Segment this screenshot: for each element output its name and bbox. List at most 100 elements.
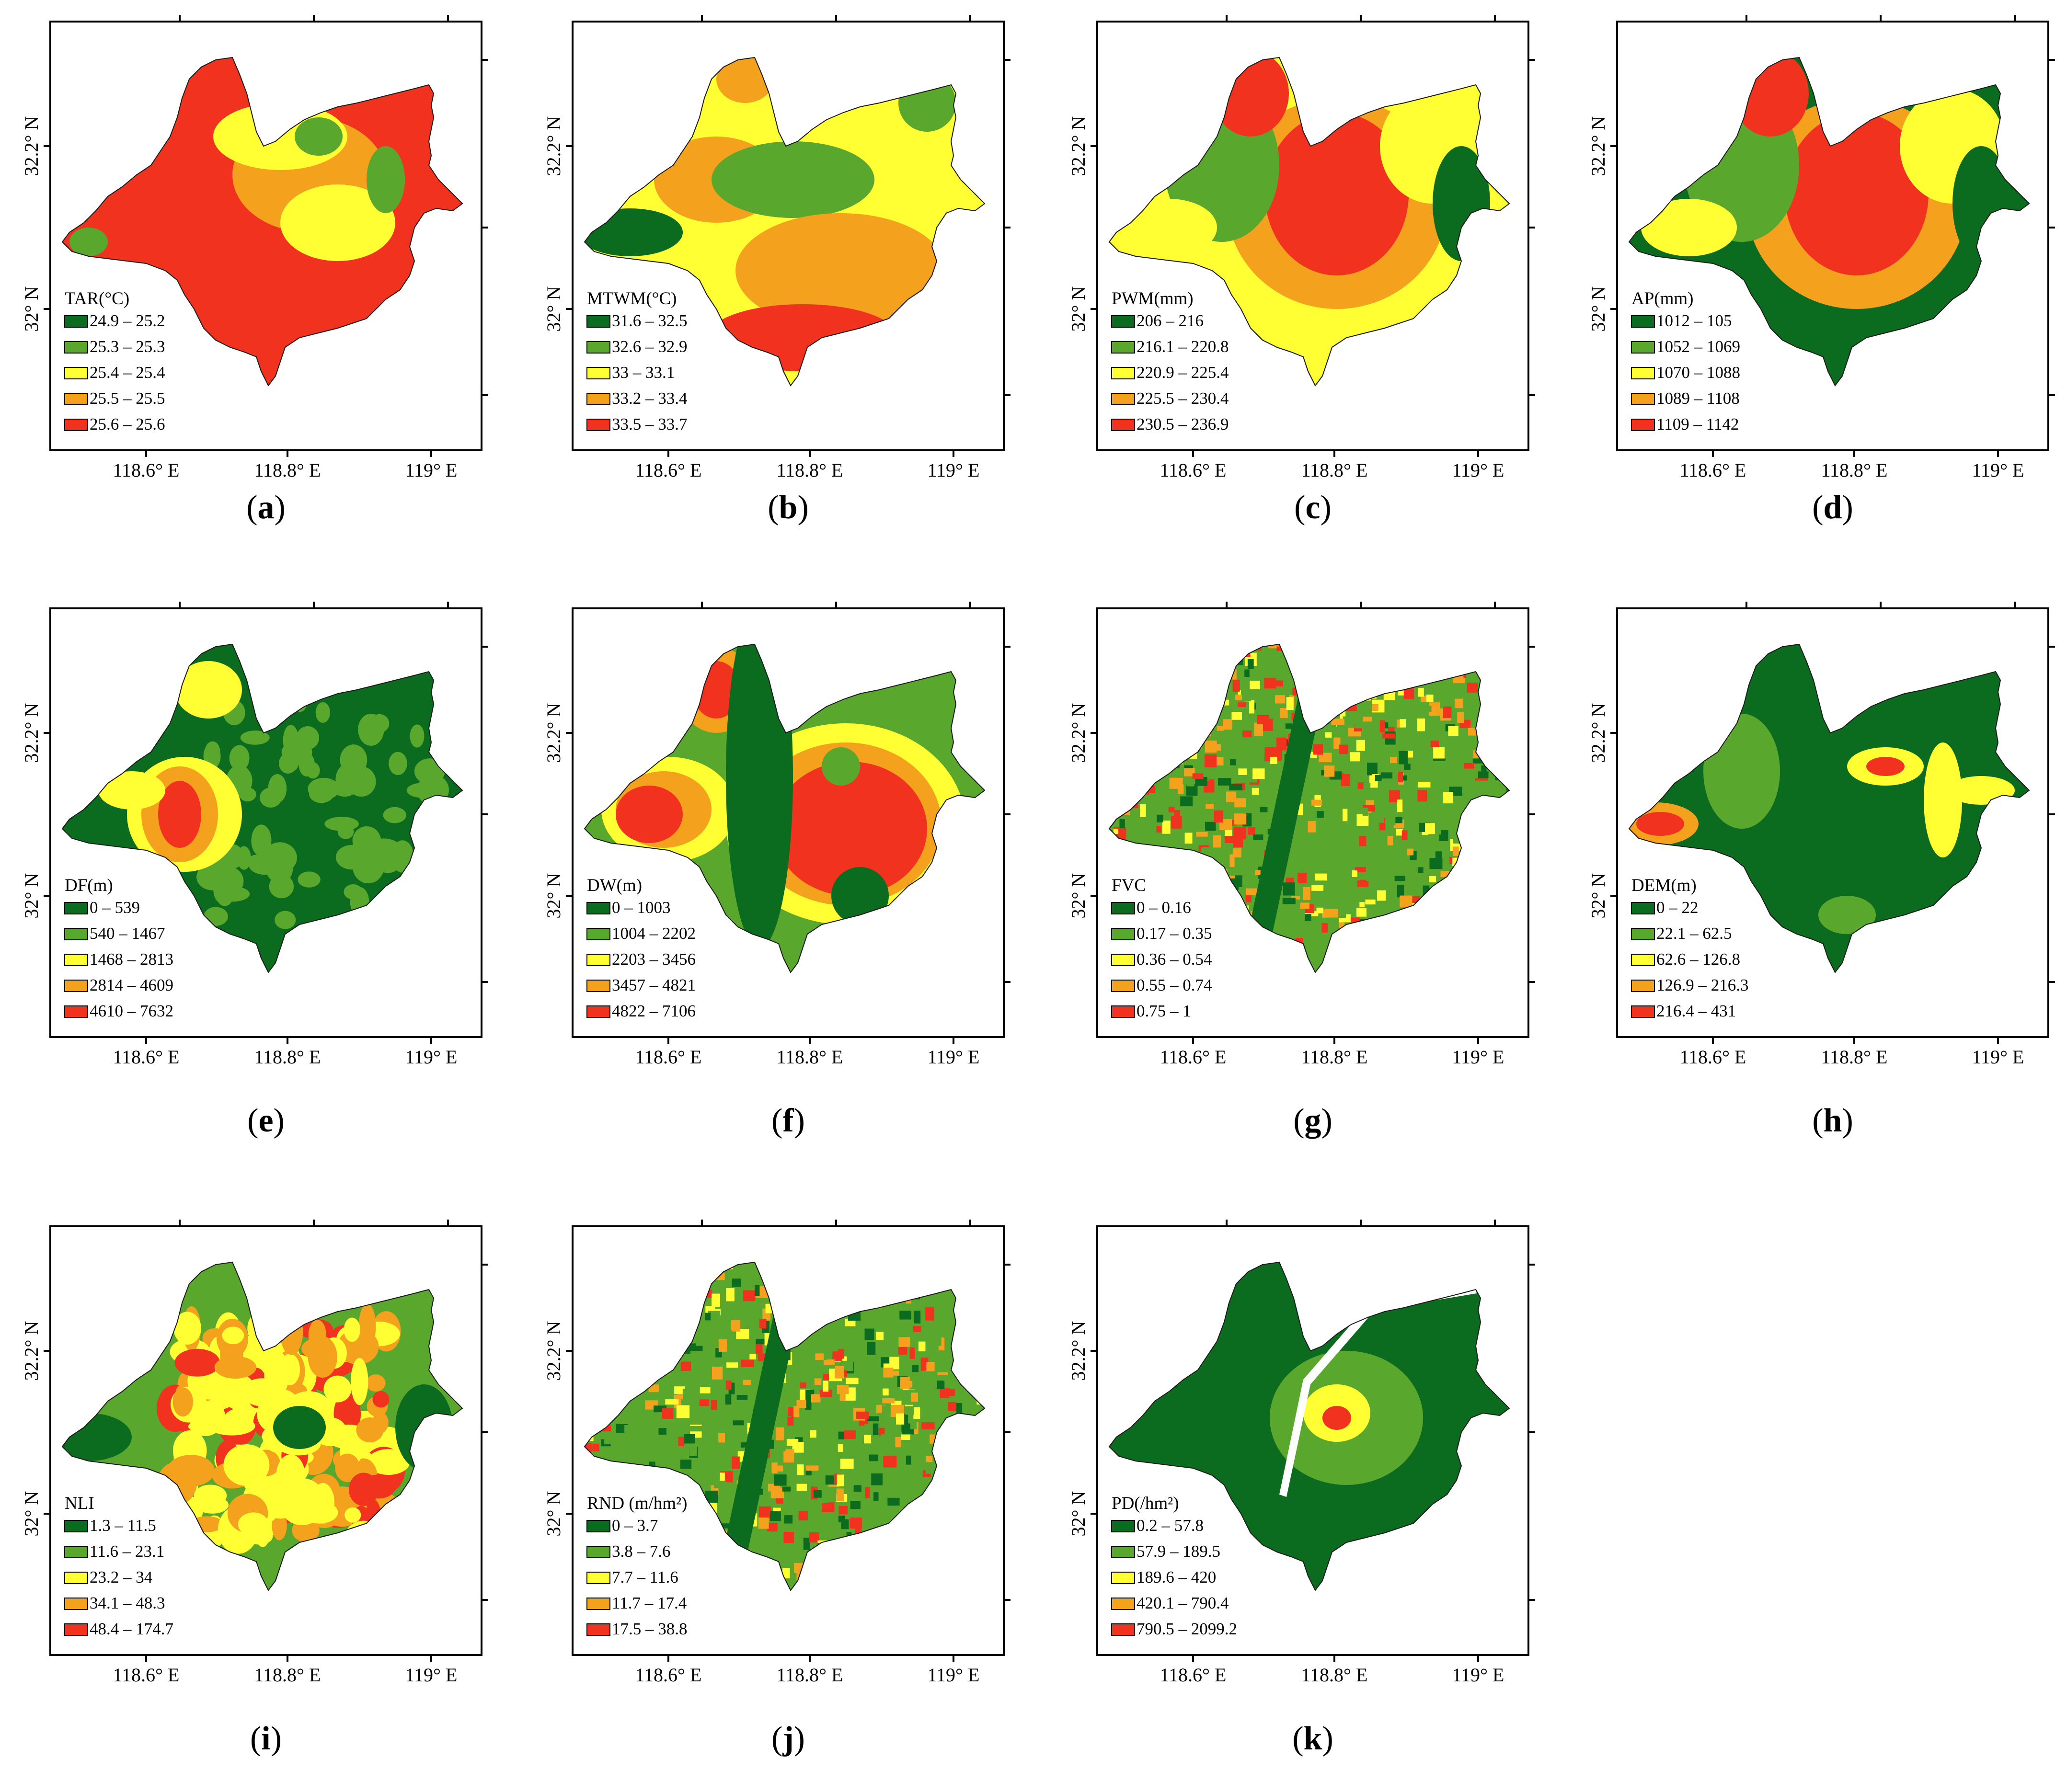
legend-entry-4: 2814 – 4609 — [90, 976, 173, 994]
legend-swatch-1 — [1631, 315, 1655, 328]
panel-caption-a: (a) — [246, 489, 286, 526]
lon-tick-label: 118.6° E — [113, 459, 180, 481]
panel-caption-k: (k) — [1292, 1720, 1333, 1757]
legend-swatch-2 — [64, 928, 88, 940]
legend-entry-3: 220.9 – 225.4 — [1137, 363, 1229, 382]
legend-entry-5: 0.75 – 1 — [1137, 1002, 1191, 1020]
legend-swatch-1 — [64, 1520, 88, 1532]
legend-entry-1: 1012 – 105 — [1656, 311, 1732, 330]
legend-entry-5: 4610 – 7632 — [90, 1002, 173, 1020]
lon-tick-label: 118.8° E — [1821, 1046, 1888, 1068]
legend-title: PD(/hm²) — [1112, 1494, 1179, 1513]
study-area-outline — [61, 57, 463, 387]
legend: NLI 1.3 – 11.5 11.6 – 23.1 23.2 – 34 34.1 – … — [64, 1494, 173, 1638]
map-panel-g: 118.6° E 118.8° E 119° E 32.2° N 32° N FVC 0 –… — [1068, 602, 1535, 1068]
legend-title: TAR(°C) — [65, 289, 129, 308]
lat-tick-label: 32.2° N — [1587, 703, 1609, 763]
legend-entry-5: 25.6 – 25.6 — [90, 415, 165, 434]
lon-tick-label: 118.8° E — [254, 1664, 321, 1686]
legend-entry-2: 57.9 – 189.5 — [1137, 1542, 1220, 1561]
raster-layer — [1109, 57, 1509, 386]
legend-swatch-4 — [64, 393, 88, 405]
lat-tick-label: 32° N — [21, 873, 42, 919]
legend-entry-4: 420.1 – 790.4 — [1137, 1594, 1229, 1612]
legend-entry-5: 1109 – 1142 — [1656, 415, 1739, 434]
legend-entry-4: 33.2 – 33.4 — [612, 389, 688, 408]
legend-entry-5: 48.4 – 174.7 — [90, 1620, 173, 1638]
map-panel-e: 118.6° E 118.8° E 119° E 32.2° N 32° N DF(m) 0… — [21, 602, 488, 1068]
legend-entry-4: 3457 – 4821 — [612, 976, 696, 994]
legend-swatch-1 — [1111, 315, 1135, 328]
lat-tick-label: 32.2° N — [1068, 116, 1089, 176]
legend-swatch-3 — [64, 954, 88, 966]
legend: TAR(°C) 24.9 – 25.2 25.3 – 25.3 25.4 – 25.4… — [64, 289, 165, 434]
lon-tick-label: 118.6° E — [635, 459, 702, 481]
lat-tick-label: 32.2° N — [21, 703, 42, 763]
lat-tick-label: 32° N — [21, 286, 42, 332]
map-panel-j: 118.6° E 118.8° E 119° E 32.2° N 32° N RND (m… — [543, 1220, 1011, 1686]
map-panel-d: 118.6° E 118.8° E 119° E 32.2° N 32° N AP(mm)… — [1587, 15, 2055, 481]
legend: DF(m) 0 – 539 540 – 1467 1468 – 2813 2814 – … — [64, 876, 173, 1020]
legend: MTWM(°C) 31.6 – 32.5 32.6 – 32.9 33 – 33.1 3… — [586, 289, 688, 434]
lat-tick-label: 32° N — [21, 1491, 42, 1537]
lat-tick-label: 32.2° N — [21, 1321, 42, 1381]
map-panel-f: 118.6° E 118.8° E 119° E 32.2° N 32° N DW(m) 0… — [543, 602, 1011, 1068]
legend-entry-1: 0 – 1003 — [612, 898, 671, 917]
legend: FVC 0 – 0.16 0.17 – 0.35 0.36 – 0.54 0.55 – … — [1111, 876, 1212, 1020]
legend-entry-4: 25.5 – 25.5 — [90, 389, 165, 408]
legend-entry-2: 22.1 – 62.5 — [1656, 924, 1732, 943]
legend-entry-1: 0.2 – 57.8 — [1137, 1516, 1204, 1535]
legend: DEM(m) 0 – 22 22.1 – 62.5 62.6 – 126.8 126.9… — [1631, 876, 1749, 1020]
lon-tick-label: 119° E — [1452, 1046, 1504, 1068]
map-panel-i: 118.6° E 118.8° E 119° E 32.2° N 32° N NLI 1.3… — [21, 1220, 488, 1686]
legend-entry-3: 1070 – 1088 — [1656, 363, 1740, 382]
legend-swatch-2 — [1631, 928, 1655, 940]
legend-entry-3: 1468 – 2813 — [90, 950, 173, 969]
lat-tick-label: 32.2° N — [1068, 703, 1089, 763]
lat-tick-label: 32.2° N — [543, 116, 564, 176]
lon-tick-label: 118.6° E — [1680, 1046, 1746, 1068]
legend-swatch-3 — [1111, 367, 1135, 379]
legend-swatch-5 — [64, 1005, 88, 1018]
panel-caption-d: (d) — [1812, 489, 1853, 526]
study-area-outline — [61, 1261, 463, 1591]
legend-entry-4: 11.7 – 17.4 — [612, 1594, 687, 1612]
legend-swatch-4 — [64, 1598, 88, 1610]
legend-title: FVC — [1112, 876, 1146, 895]
legend-swatch-3 — [586, 367, 610, 379]
legend-entry-2: 11.6 – 23.1 — [90, 1542, 164, 1561]
legend-swatch-5 — [586, 1005, 610, 1018]
legend-entry-4: 34.1 – 48.3 — [90, 1594, 165, 1612]
legend-entry-1: 31.6 – 32.5 — [612, 311, 688, 330]
legend-swatch-4 — [1631, 980, 1655, 992]
legend-swatch-4 — [1111, 393, 1135, 405]
legend-entry-5: 790.5 – 2099.2 — [1137, 1620, 1237, 1638]
study-area-outline — [584, 643, 986, 973]
legend-entry-1: 0 – 3.7 — [612, 1516, 658, 1535]
study-area-outline — [584, 1261, 986, 1591]
lat-tick-label: 32.2° N — [1068, 1321, 1089, 1381]
lon-tick-label: 118.6° E — [1680, 459, 1746, 481]
study-area-outline — [1628, 643, 2030, 973]
panel-caption-f: (f) — [771, 1102, 805, 1139]
lon-tick-label: 118.6° E — [113, 1046, 180, 1068]
legend-entry-3: 33 – 33.1 — [612, 363, 675, 382]
legend-swatch-4 — [1111, 1598, 1135, 1610]
legend-entry-2: 540 – 1467 — [90, 924, 165, 943]
legend-entry-5: 216.4 – 431 — [1656, 1002, 1736, 1020]
lon-tick-label: 119° E — [405, 1664, 458, 1686]
legend-entry-1: 0 – 22 — [1656, 898, 1699, 917]
legend-swatch-3 — [1631, 367, 1655, 379]
legend-swatch-5 — [1111, 1623, 1135, 1636]
legend-entry-4: 1089 – 1108 — [1656, 389, 1740, 408]
legend-swatch-1 — [1111, 902, 1135, 914]
map-panel-b: 118.6° E 118.8° E 119° E 32.2° N 32° N MTWM(°… — [543, 15, 1011, 481]
lon-tick-label: 118.8° E — [254, 1046, 321, 1068]
legend-swatch-3 — [1111, 1572, 1135, 1584]
legend-entry-1: 206 – 216 — [1137, 311, 1204, 330]
legend-entry-5: 4822 – 7106 — [612, 1002, 696, 1020]
study-area-outline — [1108, 1261, 1510, 1591]
lon-tick-label: 118.8° E — [1301, 1046, 1368, 1068]
legend: AP(mm) 1012 – 105 1052 – 1069 1070 – 1088 10… — [1631, 289, 1740, 434]
